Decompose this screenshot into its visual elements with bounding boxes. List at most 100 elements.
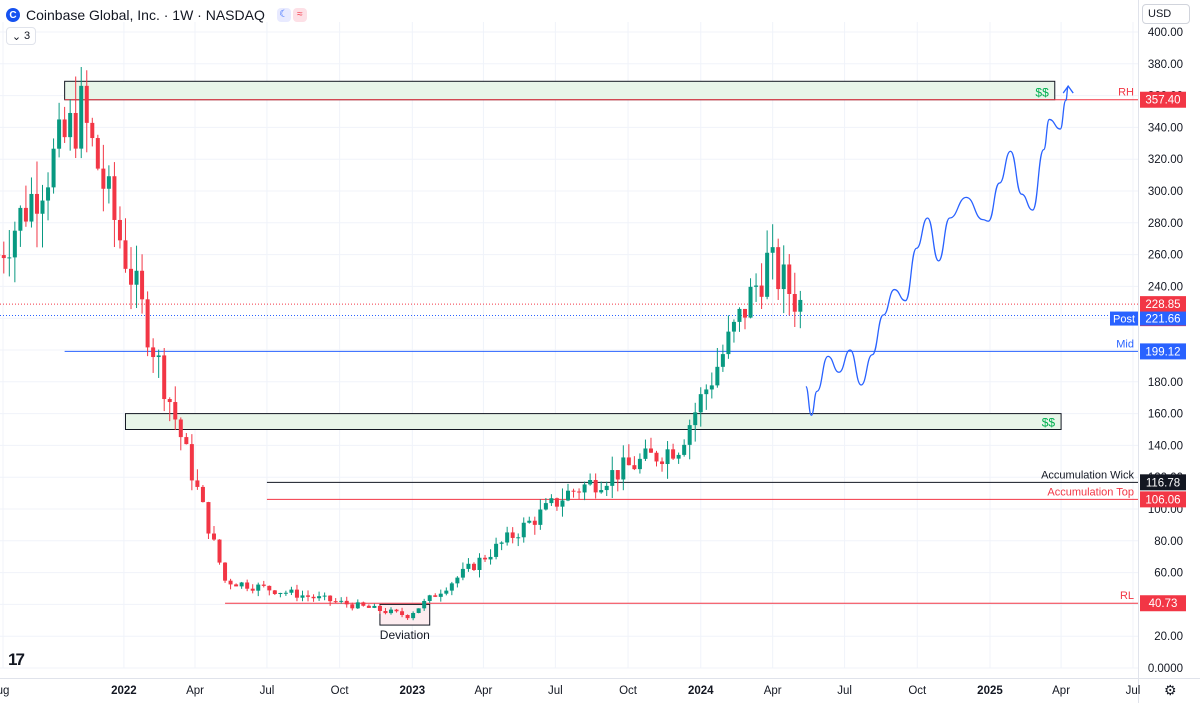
candle-up	[754, 286, 758, 287]
candle-up	[688, 425, 692, 445]
candle-up	[489, 557, 493, 559]
candle-up	[505, 532, 509, 542]
candle-down	[96, 138, 100, 169]
candle-up	[339, 601, 343, 602]
x-tick-label: Jul	[1126, 685, 1141, 697]
candle-down	[129, 269, 133, 285]
candle-down	[74, 113, 78, 149]
candle-down	[367, 606, 371, 608]
candle-up	[666, 449, 670, 464]
candle-up	[157, 355, 161, 357]
supply-demand-zone	[65, 81, 1055, 99]
candle-up	[732, 322, 736, 332]
candle-up	[549, 498, 553, 503]
level-side-label: RH	[1118, 87, 1134, 99]
candle-up	[278, 593, 282, 594]
candle-down	[577, 492, 581, 493]
gridlines	[0, 22, 1138, 668]
candle-down	[245, 582, 249, 588]
candle-up	[356, 602, 360, 608]
y-tick-label: 380.00	[1148, 59, 1183, 71]
candle-down	[572, 491, 576, 492]
currency-label: USD	[1148, 8, 1171, 20]
candle-up	[444, 591, 448, 594]
candle-down	[627, 457, 631, 465]
candle-down	[345, 601, 349, 604]
candle-up	[494, 544, 498, 557]
gear-icon[interactable]: ⚙	[1164, 682, 1177, 699]
candle-up	[638, 459, 642, 469]
candle-down	[267, 586, 271, 590]
candle-down	[533, 521, 537, 525]
candle-down	[400, 611, 404, 615]
candle-down	[776, 247, 780, 289]
candle-up	[450, 583, 454, 590]
candle-down	[218, 540, 222, 563]
indicators-toggle[interactable]: ⌄ 3	[6, 27, 36, 45]
x-tick-label: ug	[0, 685, 9, 697]
candle-down	[594, 480, 598, 492]
candle-up	[372, 606, 376, 608]
y-tick-label: 60.00	[1154, 568, 1183, 580]
zone-label: $$	[1042, 416, 1056, 430]
indicator-count: 3	[24, 30, 30, 42]
candle-up	[610, 470, 614, 486]
candle-down	[649, 448, 653, 452]
candle-up	[466, 564, 470, 569]
y-tick-label: 320.00	[1148, 154, 1183, 166]
y-tick-label: 140.00	[1148, 440, 1183, 452]
approx-icon[interactable]: ≈	[293, 8, 307, 22]
candle-down	[483, 558, 487, 560]
x-tick-label: Apr	[474, 685, 492, 697]
candle-up	[7, 257, 11, 258]
candle-up	[693, 412, 697, 425]
symbol-title[interactable]: Coinbase Global, Inc. · 1W · NASDAQ	[26, 7, 265, 23]
candle-down	[168, 399, 172, 402]
candle-down	[24, 208, 28, 222]
coinbase-logo-icon: C	[6, 8, 20, 22]
candle-up	[428, 595, 432, 601]
candle-up	[566, 491, 570, 501]
candle-down	[184, 437, 188, 444]
candle-down	[85, 86, 89, 123]
status-pills[interactable]: ☾ ≈	[277, 8, 307, 22]
candle-down	[273, 590, 277, 594]
candle-down	[212, 534, 216, 540]
candle-down	[63, 119, 67, 137]
candle-up	[135, 271, 139, 285]
symbol-header[interactable]: C Coinbase Global, Inc. · 1W · NASDAQ ☾ …	[6, 5, 307, 25]
candle-down	[140, 271, 144, 300]
candle-up	[500, 542, 504, 543]
level-price-label: 106.06	[1145, 494, 1180, 506]
y-tick-label: 260.00	[1148, 250, 1183, 262]
candle-up	[417, 608, 421, 613]
x-tick-label: Oct	[331, 685, 350, 697]
candle-down	[511, 532, 515, 538]
currency-select[interactable]: USD	[1142, 4, 1190, 24]
candle-up	[560, 500, 564, 506]
candle-down	[146, 299, 150, 347]
candle-down	[787, 264, 791, 294]
candle-down	[616, 470, 620, 479]
x-tick-label: 2025	[977, 685, 1003, 697]
chevron-down-icon: ⌄	[12, 30, 21, 43]
candle-down	[190, 444, 194, 480]
candle-up	[516, 537, 520, 538]
candle-up	[107, 176, 111, 189]
candle-up	[737, 309, 741, 322]
moon-icon[interactable]: ☾	[277, 8, 291, 22]
x-tick-label: 2022	[111, 685, 137, 697]
candle-up	[721, 354, 725, 367]
candle-down	[2, 255, 6, 258]
projection-arrowhead	[1063, 86, 1073, 93]
y-tick-label: 20.00	[1154, 631, 1183, 643]
candle-down	[632, 465, 636, 469]
candle-up	[18, 208, 22, 231]
candle-up	[588, 480, 592, 484]
candle-down	[671, 449, 675, 458]
candle-up	[256, 585, 260, 591]
candle-up	[52, 149, 56, 188]
candle-down	[295, 590, 299, 598]
